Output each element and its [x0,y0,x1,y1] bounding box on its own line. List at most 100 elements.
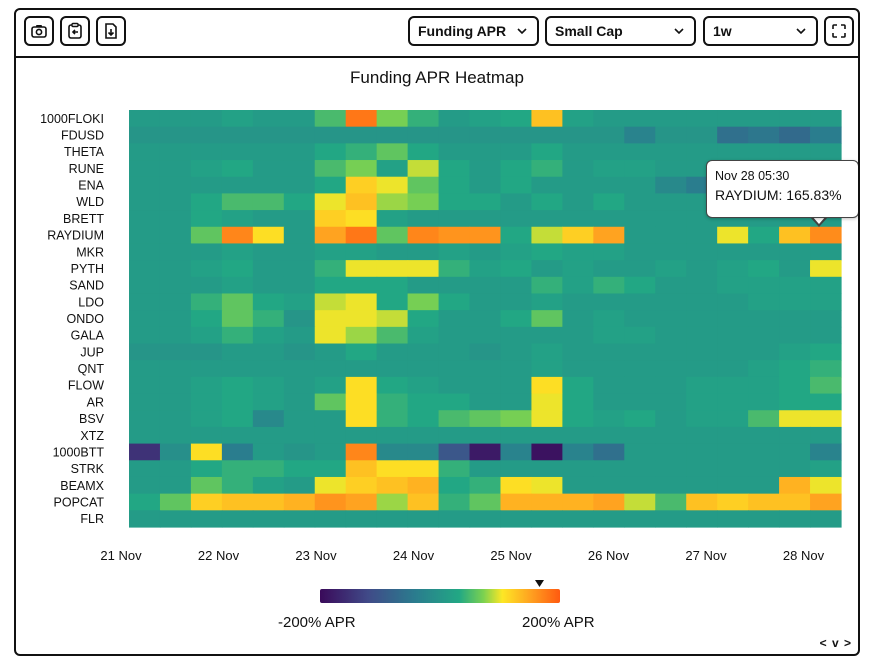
heatmap-cell[interactable] [779,410,811,428]
heatmap-cell[interactable] [407,110,440,128]
heatmap-cell[interactable] [438,493,471,511]
heatmap-cell[interactable] [407,226,440,245]
heatmap-cell[interactable] [717,326,749,345]
heatmap-cell[interactable] [624,460,656,478]
heatmap-cell[interactable] [314,376,347,395]
heatmap-cell[interactable] [438,126,471,144]
heatmap-cell[interactable] [345,510,378,528]
heatmap-cell[interactable] [748,376,780,395]
heatmap-cell[interactable] [129,426,161,445]
heatmap-cell[interactable] [190,176,223,194]
heatmap-cell[interactable] [407,476,440,495]
heatmap-cell[interactable] [314,310,347,328]
heatmap-cell[interactable] [190,243,223,261]
heatmap-cell[interactable] [624,476,656,495]
heatmap-cell[interactable] [283,376,316,395]
heatmap-cell[interactable] [314,393,347,411]
heatmap-cell[interactable] [345,326,378,345]
heatmap-cell[interactable] [562,293,594,311]
heatmap-cell[interactable] [159,460,192,478]
heatmap-cell[interactable] [717,476,749,495]
heatmap-cell[interactable] [252,260,285,278]
heatmap-cell[interactable] [469,276,502,295]
heatmap-cell[interactable] [159,510,192,528]
heatmap-cell[interactable] [283,260,316,278]
heatmap-cell[interactable] [159,343,192,361]
heatmap-cell[interactable] [500,376,533,395]
heatmap-cell[interactable] [593,476,625,495]
heatmap-cell[interactable] [252,443,285,461]
heatmap-cell[interactable] [593,143,625,161]
heatmap-cell[interactable] [562,493,594,511]
heatmap-cell[interactable] [221,193,254,211]
heatmap-cell[interactable] [221,343,254,361]
heatmap-cell[interactable] [469,376,502,395]
heatmap-cell[interactable] [717,510,749,528]
heatmap-cell[interactable] [190,410,223,428]
heatmap-cell[interactable] [407,393,440,411]
heatmap-cell[interactable] [531,460,563,478]
heatmap-cell[interactable] [593,426,625,445]
heatmap-cell[interactable] [562,410,594,428]
heatmap-cell[interactable] [500,493,533,511]
heatmap-cell[interactable] [129,510,161,528]
heatmap-cell[interactable] [779,460,811,478]
fullscreen-icon[interactable] [824,16,854,46]
heatmap-cell[interactable] [159,143,192,161]
heatmap-cell[interactable] [190,360,223,378]
heatmap-cell[interactable] [159,410,192,428]
heatmap-cell[interactable] [531,393,563,411]
heatmap-cell[interactable] [190,393,223,411]
heatmap-cell[interactable] [252,343,285,361]
heatmap-cell[interactable] [129,310,161,328]
heatmap-cell[interactable] [221,226,254,245]
heatmap-cell[interactable] [438,110,471,128]
heatmap-cell[interactable] [531,410,563,428]
heatmap-cell[interactable] [438,510,471,528]
heatmap-cell[interactable] [717,393,749,411]
cap-select[interactable]: Small Cap [545,16,696,46]
heatmap-cell[interactable] [500,510,533,528]
heatmap-cell[interactable] [345,443,378,461]
heatmap-cell[interactable] [190,193,223,211]
heatmap-cell[interactable] [376,410,409,428]
heatmap-cell[interactable] [593,276,625,295]
heatmap-cell[interactable] [593,226,625,245]
heatmap-cell[interactable] [655,426,687,445]
heatmap-cell[interactable] [562,376,594,395]
heatmap-cell[interactable] [624,393,656,411]
heatmap-cell[interactable] [810,126,842,144]
heatmap-cell[interactable] [531,126,563,144]
heatmap-cell[interactable] [221,110,254,128]
heatmap-cell[interactable] [748,426,780,445]
heatmap-cell[interactable] [624,343,656,361]
heatmap-cell[interactable] [221,143,254,161]
heatmap-cell[interactable] [190,326,223,345]
heatmap-cell[interactable] [129,493,161,511]
heatmap-cell[interactable] [438,410,471,428]
heatmap-cell[interactable] [624,376,656,395]
heatmap-cell[interactable] [748,126,780,144]
heatmap-cell[interactable] [376,326,409,345]
heatmap-cell[interactable] [252,493,285,511]
heatmap-cell[interactable] [810,360,842,378]
heatmap-cell[interactable] [810,410,842,428]
heatmap-cell[interactable] [438,210,471,228]
heatmap-cell[interactable] [314,176,347,194]
heatmap-cell[interactable] [531,193,563,211]
heatmap-cell[interactable] [159,176,192,194]
heatmap-cell[interactable] [810,426,842,445]
heatmap-cell[interactable] [283,143,316,161]
heatmap-cell[interactable] [376,443,409,461]
heatmap-cell[interactable] [159,376,192,395]
heatmap-cell[interactable] [593,193,625,211]
heatmap-cell[interactable] [748,326,780,345]
heatmap-cell[interactable] [314,443,347,461]
heatmap-cell[interactable] [407,493,440,511]
heatmap-cell[interactable] [345,143,378,161]
heatmap-cell[interactable] [717,410,749,428]
heatmap-cell[interactable] [252,393,285,411]
heatmap-cell[interactable] [283,276,316,295]
heatmap-cell[interactable] [469,343,502,361]
heatmap-cell[interactable] [252,160,285,178]
